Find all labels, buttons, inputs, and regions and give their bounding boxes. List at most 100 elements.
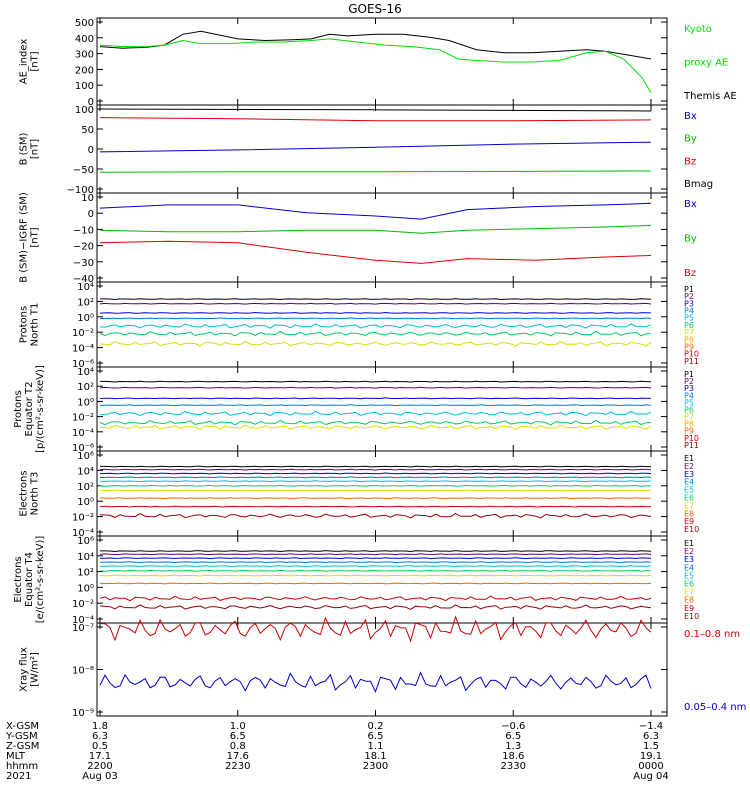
panel-5-series-p6 — [99, 419, 652, 426]
panel-4-ytick-label: 10² — [77, 297, 94, 308]
panel-7-legend-e9: E9 — [684, 604, 694, 613]
panel-2-legend-bz: Bz — [684, 156, 696, 167]
panel-6-legend-e6: E6 — [684, 494, 694, 503]
panel-6-legend-e2: E2 — [684, 462, 694, 471]
panel-1-legend-proxyae: proxy AE — [684, 58, 728, 69]
panel-6-series-e9 — [99, 505, 652, 508]
panel-6-ytick-label: 10⁻² — [72, 513, 94, 524]
panel-4-series-p2 — [99, 302, 652, 305]
panel-6-legend-e10: E10 — [684, 525, 699, 534]
footer-cell: 18.6 — [502, 751, 524, 762]
panel-7-legend-e5: E5 — [684, 571, 694, 580]
panel-6-series-e8 — [99, 497, 652, 500]
panel-4-ylabel: Protons — [19, 306, 30, 343]
panel-6-ytick-label: 10⁰ — [77, 497, 94, 508]
panel-5-legend-p10: P10 — [684, 434, 699, 443]
panel-6-series-e4 — [100, 476, 652, 479]
footer-cell: 19.1 — [640, 751, 662, 762]
footer-cell: 17.1 — [89, 751, 111, 762]
footer-cell: Aug 03 — [82, 771, 117, 782]
footer-row-label: Y-GSM — [5, 731, 38, 742]
panel-7-series-e8 — [99, 582, 652, 585]
footer-cell: 0.8 — [230, 741, 246, 752]
panel-2-ytick-label: 100 — [75, 105, 94, 116]
panel-4-ytick-label: 10⁻⁶ — [72, 359, 94, 370]
panel-7-legend-e6: E6 — [684, 580, 694, 589]
panel-6-series-e1 — [99, 465, 652, 468]
footer-cell: 0.2 — [368, 721, 384, 732]
panel-4-legend-p11: P11 — [684, 357, 699, 366]
panel-4-series-p5 — [99, 323, 652, 329]
panel-5-frame — [96, 366, 668, 452]
panel-4-frame — [96, 281, 668, 368]
panel-1-legend-kyoto: Kyoto — [684, 24, 712, 35]
panel-3-ylabel: B (SM)−IGRF (SM) — [19, 192, 30, 283]
panel-7-series-e3 — [99, 557, 652, 560]
panel-1-series-kyotoproxyae — [99, 38, 652, 94]
panel-5-legend-p4: P4 — [684, 391, 694, 400]
panel-8-legend-0108nm: 0.1–0.8 nm — [684, 629, 740, 640]
panel-6-frame — [96, 450, 668, 537]
panel-5-legend-p8: P8 — [684, 420, 694, 429]
panel-2-legend-bmag: Bmag — [684, 179, 713, 190]
panel-1-legend-themisae: Themis AE — [683, 91, 737, 102]
panel-8-series-0108nm — [99, 615, 652, 643]
panel-3-frame — [96, 192, 668, 283]
panel-3-legend-bx: Bx — [684, 199, 697, 210]
panel-6-ytick-label: 10⁴ — [77, 466, 94, 477]
panel-6-legend-e4: E4 — [684, 478, 694, 487]
panel-5-series-p3 — [99, 397, 652, 400]
panel-7-legend-e8: E8 — [684, 596, 694, 605]
panel-6-series-e7 — [99, 489, 652, 492]
footer-cell: 1.8 — [92, 721, 108, 732]
panel-7-ytick-label: 10⁰ — [77, 583, 94, 594]
footer-cell: 6.5 — [368, 731, 384, 742]
panel-4-series-p1 — [100, 298, 652, 301]
panel-6-legend-e9: E9 — [684, 517, 694, 526]
panel-2-series-by — [99, 170, 652, 173]
footer-cell: 6.5 — [505, 731, 521, 742]
panel-8-series-00504nm — [99, 671, 652, 694]
panel-3-ytick-label: −30 — [73, 258, 94, 269]
footer-row-label: Z-GSM — [6, 741, 39, 752]
panel-7-ytick-label: 10⁴ — [77, 552, 94, 563]
panel-1-frame — [96, 17, 668, 106]
panel-3-ytick-label: −20 — [73, 242, 94, 253]
footer-cell: 1.5 — [643, 741, 659, 752]
panel-5-legend-p7: P7 — [684, 413, 694, 422]
panel-5-series-p2 — [99, 386, 652, 389]
footer-cell: −0.6 — [501, 721, 525, 732]
panel-8-ytick-label: 10⁻⁸ — [72, 666, 94, 677]
panel-1-series-themisae — [99, 30, 652, 60]
panel-7-legend-e7: E7 — [684, 588, 694, 597]
panel-2-ytick-label: 50 — [81, 125, 94, 136]
panel-2-ylabel: B (SM) — [19, 132, 30, 165]
panel-2-ytick-label: −50 — [73, 165, 94, 176]
panel-3-series-by — [99, 224, 652, 234]
footer-row-label: X-GSM — [6, 721, 39, 732]
panel-6-legend-e1: E1 — [684, 454, 694, 463]
panel-5-ytick-label: 10⁴ — [77, 367, 94, 378]
footer-row-label: 2021 — [6, 771, 31, 782]
panel-1-ytick-label: 400 — [75, 34, 94, 45]
panel-1-ylabel: AE_index — [19, 39, 30, 85]
panel-5-legend-p2: P2 — [684, 377, 694, 386]
panel-3-ylabel: [nT] — [30, 227, 41, 247]
panel-7-legend-e1: E1 — [684, 539, 694, 548]
panel-2-series-bmag — [99, 108, 652, 112]
footer-cell: 1.1 — [368, 741, 384, 752]
panel-6-legend-e3: E3 — [684, 470, 694, 479]
panel-8-ylabel: [W/m²] — [30, 652, 41, 687]
footer-cell: Aug 04 — [633, 771, 668, 782]
panel-6-ytick-label: 10⁶ — [77, 451, 94, 462]
panel-4-legend-p6: P6 — [684, 321, 694, 330]
panel-4-legend-p10: P10 — [684, 350, 699, 359]
panel-5-ylabel: [p/(cm²-s-sr-keV)] — [35, 365, 46, 453]
panel-4-ytick-label: 10⁰ — [77, 313, 94, 324]
panel-5-ylabel: Protons — [13, 390, 24, 427]
panel-3-ytick-label: 10 — [81, 193, 94, 204]
panel-4-ytick-label: 10⁴ — [77, 282, 94, 293]
panel-2-legend-bx: Bx — [684, 111, 697, 122]
